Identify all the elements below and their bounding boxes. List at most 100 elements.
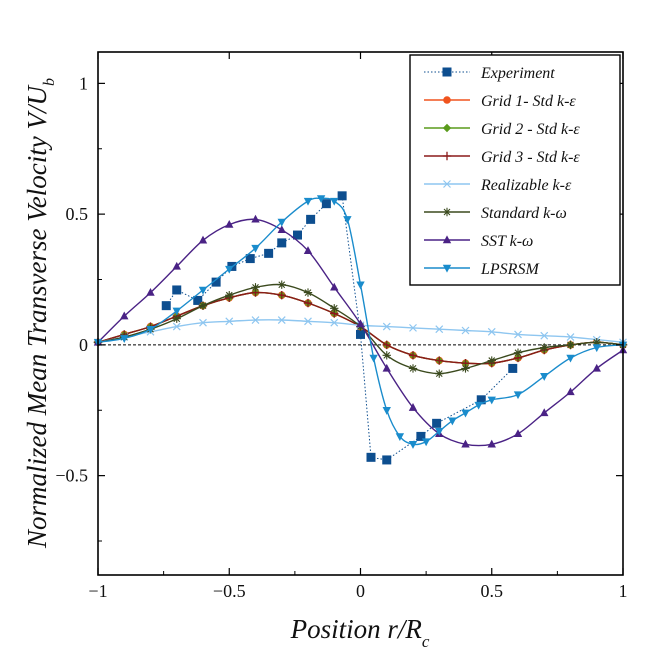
data-point — [198, 301, 208, 310]
x-tick-label: −1 — [88, 581, 107, 601]
legend-marker — [443, 96, 451, 104]
data-point — [461, 439, 470, 448]
data-point — [382, 340, 391, 350]
y-tick-label: 0 — [79, 335, 88, 355]
data-point — [251, 244, 260, 253]
x-tick-label: −0.5 — [213, 581, 246, 601]
data-point — [540, 343, 549, 352]
legend-label: LPSRSM — [480, 261, 540, 278]
data-point — [487, 327, 496, 336]
legend-label: Grid 2 - Std k-ε — [481, 121, 580, 138]
data-point — [461, 326, 470, 335]
data-point — [566, 354, 575, 363]
data-point — [435, 427, 444, 436]
data-point — [408, 351, 418, 360]
data-point — [172, 307, 181, 316]
data-point — [172, 322, 181, 331]
legend-marker — [442, 264, 452, 273]
data-point — [421, 438, 431, 447]
data-point — [566, 333, 575, 341]
data-point — [330, 318, 339, 327]
data-point — [277, 280, 286, 289]
data-point — [382, 407, 391, 415]
data-point — [172, 314, 181, 323]
data-point — [251, 283, 260, 292]
axis-ticks: −1 −0.5 0 0.5 1 −0.5 0 0.5 1 — [55, 52, 628, 601]
data-point — [306, 214, 316, 224]
data-point — [225, 317, 234, 326]
legend-item: SST k-ω — [424, 233, 533, 250]
data-point — [395, 433, 405, 442]
legend-item: Grid 2 - Std k-ε — [424, 121, 580, 138]
legend-item: Standard k-ω — [424, 205, 567, 222]
legend-item: Grid 1- Std k-ε — [424, 93, 576, 110]
data-point — [316, 195, 326, 204]
data-point — [513, 429, 523, 437]
data-point — [251, 316, 260, 324]
x-axis-label-main: Position r/R — [290, 614, 423, 644]
data-point — [409, 323, 417, 332]
y-tick-label: 1 — [79, 73, 88, 93]
x-axis-label-subscript: c — [422, 632, 430, 651]
data-point — [461, 364, 470, 373]
data-point — [513, 391, 523, 400]
data-point — [435, 369, 444, 378]
data-point — [251, 214, 260, 223]
y-axis-label-subscript: b — [41, 78, 58, 86]
data-point — [382, 351, 391, 360]
series-line — [97, 197, 624, 446]
x-tick-label: 0.5 — [481, 581, 504, 601]
data-point — [592, 363, 601, 372]
x-tick-label: 0 — [356, 581, 365, 601]
data-point — [211, 277, 221, 287]
legend-item: Realizable k-ε — [424, 177, 572, 194]
data-point — [592, 344, 601, 353]
legend-label: Realizable k-ε — [480, 177, 572, 194]
legend: Experiment Grid 1- Std k-ε Grid 2 - Std k-… — [409, 54, 621, 286]
data-point — [225, 219, 234, 228]
data-point — [330, 304, 339, 313]
data-point — [303, 288, 313, 297]
legend-label: SST k-ω — [481, 233, 533, 250]
legend-item: Grid 3 - Std k-ε — [424, 149, 580, 166]
data-point — [293, 230, 302, 240]
y-tick-label: 0.5 — [66, 204, 89, 224]
data-point — [172, 285, 182, 295]
data-point — [264, 248, 274, 258]
legend-box — [409, 54, 621, 286]
legend-label: Experiment — [480, 65, 555, 82]
data-point — [408, 403, 418, 411]
data-point — [277, 225, 286, 234]
legend-marker — [442, 235, 452, 244]
data-point — [513, 348, 523, 357]
data-point — [408, 441, 418, 449]
data-point — [330, 197, 339, 206]
data-point — [146, 287, 155, 296]
y-axis-label: Normalized Mean Transverse Velocity V/Ub — [22, 78, 58, 549]
y-tick-label: −0.5 — [55, 466, 88, 486]
legend-item: Experiment — [424, 65, 555, 82]
data-point — [474, 401, 483, 410]
data-point — [369, 354, 378, 363]
data-point — [356, 281, 365, 290]
legend-label: Grid 1- Std k-ε — [481, 93, 576, 110]
data-point — [193, 295, 203, 305]
data-point — [435, 356, 444, 365]
data-point — [337, 191, 347, 201]
data-point — [382, 455, 392, 465]
data-point — [277, 238, 287, 248]
legend-item: LPSRSM — [424, 261, 540, 278]
data-point — [343, 216, 352, 224]
data-point — [487, 396, 496, 405]
data-point — [356, 319, 365, 328]
legend-label: Standard k-ω — [481, 205, 567, 222]
data-point — [330, 282, 339, 291]
data-point — [172, 261, 181, 270]
data-point — [461, 409, 470, 418]
data-point — [198, 286, 208, 295]
data-point — [382, 363, 391, 372]
legend-marker — [442, 207, 452, 217]
data-point — [540, 331, 549, 340]
data-point — [514, 330, 522, 339]
